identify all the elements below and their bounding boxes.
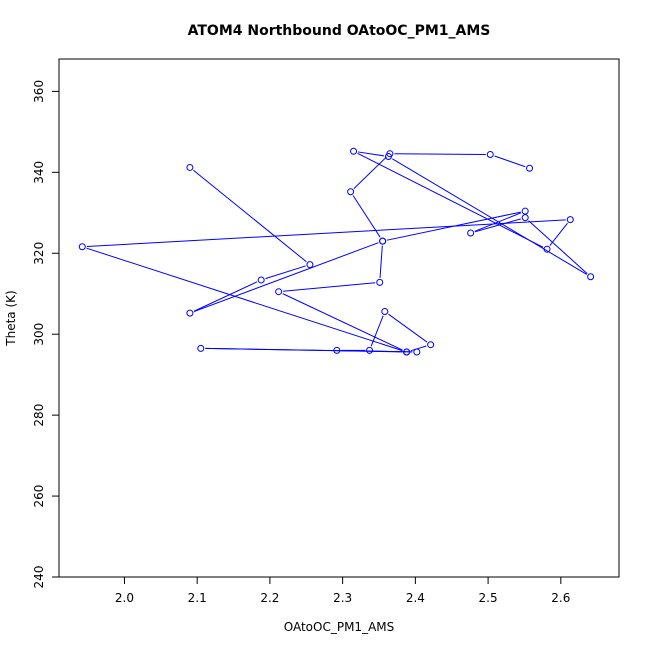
data-point (403, 348, 411, 356)
chart-title: ATOM4 Northbound OAtoOC_PM1_AMS (188, 23, 491, 39)
data-point (366, 346, 374, 354)
x-tick-label: 2.1 (188, 591, 207, 605)
x-axis-label: OAtoOC_PM1_AMS (284, 620, 395, 634)
y-tick-label: 280 (32, 404, 46, 427)
series-segment (379, 245, 383, 278)
series-segment (494, 155, 526, 168)
series-segment (193, 281, 258, 312)
data-point (486, 151, 494, 159)
series-segment (474, 218, 521, 233)
series-segment (86, 219, 566, 248)
series-segment (282, 293, 403, 351)
data-point (257, 276, 265, 284)
x-tick-label: 2.3 (333, 591, 352, 605)
data-point (275, 288, 283, 296)
y-axis: 240 260 280 300 320 340 360 (32, 80, 60, 589)
series-group (78, 147, 595, 356)
series-segment (370, 315, 384, 347)
series-segment (528, 220, 588, 275)
series-segment (193, 169, 307, 263)
series-segment (193, 242, 379, 313)
data-point (186, 309, 194, 317)
data-point (347, 188, 355, 196)
y-axis-label: Theta (K) (4, 290, 18, 346)
x-tick-label: 2.5 (479, 591, 498, 605)
data-point (521, 214, 529, 222)
series-segment (392, 158, 588, 275)
series-segment (283, 282, 376, 292)
data-point (350, 147, 358, 155)
data-point (413, 348, 421, 356)
data-point (587, 273, 595, 281)
data-point (384, 153, 392, 161)
y-tick-label: 260 (32, 485, 46, 508)
data-point (427, 341, 435, 349)
data-point (381, 308, 389, 316)
x-tick-label: 2.2 (260, 591, 279, 605)
x-tick-label: 2.4 (406, 591, 425, 605)
data-point (306, 261, 314, 269)
series-segment (86, 247, 403, 352)
data-point (78, 243, 86, 251)
y-tick-label: 320 (32, 242, 46, 265)
x-axis: 2.0 2.1 2.2 2.3 2.4 2.5 2.6 (115, 576, 570, 605)
data-point (333, 346, 341, 354)
series-segment (265, 265, 306, 280)
data-point (467, 229, 475, 237)
y-tick-label: 360 (32, 80, 46, 103)
series-segment (394, 153, 486, 155)
data-point (186, 163, 194, 171)
data-point (566, 216, 574, 224)
y-tick-label: 340 (32, 161, 46, 184)
series-segment (357, 151, 385, 157)
series-segment (357, 152, 544, 248)
series-segment (549, 222, 568, 246)
data-point (376, 278, 384, 286)
series-segment (410, 345, 427, 352)
y-tick-label: 240 (32, 566, 46, 589)
x-tick-label: 2.6 (551, 591, 570, 605)
data-point (197, 344, 205, 352)
data-point (543, 245, 551, 253)
series-segment (388, 313, 428, 343)
series-segment (353, 156, 388, 189)
y-tick-label: 300 (32, 323, 46, 346)
data-point (379, 237, 387, 245)
data-point (526, 164, 534, 172)
x-tick-label: 2.0 (115, 591, 134, 605)
